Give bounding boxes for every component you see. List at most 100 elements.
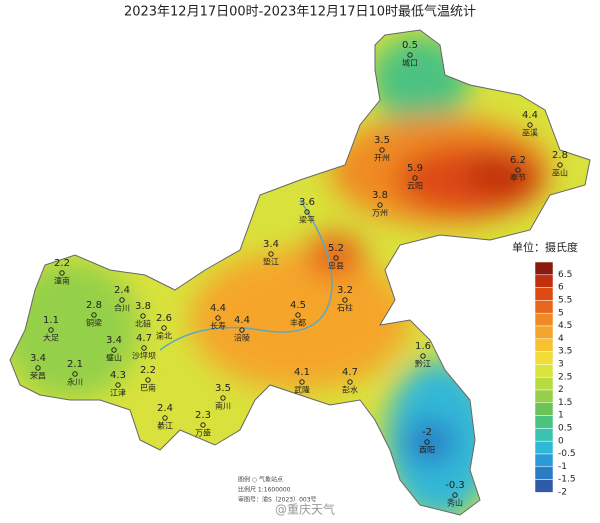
station-value: 2.4 — [157, 403, 173, 414]
station-value: 4.4 — [210, 303, 226, 314]
station-value: 2.8 — [86, 300, 102, 311]
station-marker — [141, 345, 147, 351]
station-value: 3.6 — [299, 197, 315, 208]
legend-swatch — [534, 376, 554, 391]
station-name: 酉阳 — [419, 446, 435, 455]
station-value: 4.7 — [342, 367, 358, 378]
legend-label: 6.5 — [558, 270, 572, 280]
station-value: 3.5 — [374, 135, 390, 146]
station-name: 奉节 — [510, 173, 526, 183]
station-marker — [515, 167, 521, 173]
station-marker — [333, 255, 339, 261]
station-marker — [304, 209, 310, 215]
station-name: 彭水 — [342, 385, 358, 395]
station-name: 沙坪坝 — [132, 352, 156, 361]
legend-label: 2 — [558, 385, 564, 395]
station-value: 3.4 — [30, 353, 46, 364]
legend-swatch — [534, 402, 554, 416]
station-name: 石柱 — [337, 303, 353, 313]
station-marker — [268, 251, 274, 257]
station-marker — [145, 377, 151, 383]
legend-label: -2 — [558, 488, 567, 498]
station-marker — [115, 382, 121, 388]
station-name: 合川 — [114, 303, 130, 313]
legend-label: 1 — [558, 411, 564, 421]
station-value: 4.1 — [294, 367, 310, 378]
station-marker — [412, 175, 418, 181]
station-marker — [48, 327, 54, 333]
legend-swatch — [534, 287, 554, 301]
station-value: 3.5 — [215, 383, 231, 394]
station-name: 丰都 — [290, 318, 306, 328]
station-marker — [527, 122, 533, 128]
station-name: 涪陵 — [234, 333, 250, 343]
legend-swatch — [534, 300, 554, 314]
station-name: 万盛 — [195, 428, 211, 438]
note: 审图号：渝S（2023）003号 — [238, 496, 317, 504]
station-name: 忠县 — [328, 262, 344, 271]
station-name: 荣昌 — [30, 371, 46, 381]
station-marker — [162, 415, 168, 421]
station-value: 5.9 — [407, 163, 423, 174]
legend-swatch — [534, 440, 554, 455]
legend-label: 3 — [558, 360, 564, 370]
legend-label: 2.5 — [558, 372, 572, 382]
station-value: 2.6 — [156, 313, 172, 324]
station-marker — [239, 327, 245, 333]
legend-label: -1 — [558, 462, 567, 472]
legend-label: 5.5 — [558, 296, 572, 306]
station-name: 万州 — [372, 209, 388, 218]
station-name: 秀山 — [447, 498, 463, 508]
legend-swatch — [534, 428, 554, 442]
station-marker — [161, 325, 167, 331]
station-value: 2.2 — [140, 365, 156, 376]
station-marker — [557, 162, 563, 168]
legend-swatch — [534, 453, 554, 468]
station-name: 梁平 — [299, 216, 315, 225]
legend-swatch — [534, 415, 554, 429]
legend-swatch — [534, 466, 554, 480]
station-value: 6.2 — [510, 155, 526, 166]
station-value: 3.4 — [106, 335, 122, 346]
station-name: 永川 — [67, 377, 83, 387]
note: 比例尺 1:1600000 — [238, 486, 291, 494]
station-marker — [347, 379, 353, 385]
station-marker — [424, 439, 430, 445]
legend-swatch — [534, 351, 554, 365]
station-name: 铜梁 — [86, 318, 102, 328]
legend-label: -0.5 — [558, 449, 576, 459]
legend-label: -1.5 — [558, 475, 576, 485]
legend-swatch — [534, 325, 554, 340]
legend-label: 6 — [558, 283, 564, 293]
station-marker — [140, 313, 146, 319]
legend-swatch — [534, 338, 554, 352]
station-marker — [299, 379, 305, 385]
station-value: 0.5 — [402, 40, 418, 51]
legend-swatch — [534, 261, 554, 276]
station-name: 綦江 — [157, 421, 173, 431]
station-name: 武隆 — [294, 385, 310, 395]
legend-swatch — [534, 274, 554, 288]
station-name: 巫山 — [552, 168, 568, 178]
station-value: 3.8 — [135, 301, 151, 312]
legend-label: 4 — [558, 334, 564, 344]
station-value: 1.6 — [415, 341, 431, 352]
station-marker — [220, 395, 226, 401]
station-name: 北碚 — [135, 319, 151, 329]
station-marker — [215, 315, 221, 321]
station-name: 城口 — [402, 59, 418, 68]
station-name: 江津 — [110, 388, 126, 398]
legend-label: 1.5 — [558, 398, 572, 408]
legend-label: 0.5 — [558, 424, 572, 434]
station-marker — [72, 371, 78, 377]
station-marker — [59, 270, 65, 276]
legend-label: 3.5 — [558, 347, 572, 357]
station-marker — [91, 312, 97, 318]
boundary — [9, 29, 591, 516]
station-marker — [407, 52, 413, 58]
station-name: 云阳 — [407, 182, 423, 191]
station-name: 渝北 — [156, 331, 172, 341]
station-name: 巫溪 — [522, 128, 538, 138]
station-value: 2.4 — [114, 285, 130, 296]
station-marker — [342, 297, 348, 303]
